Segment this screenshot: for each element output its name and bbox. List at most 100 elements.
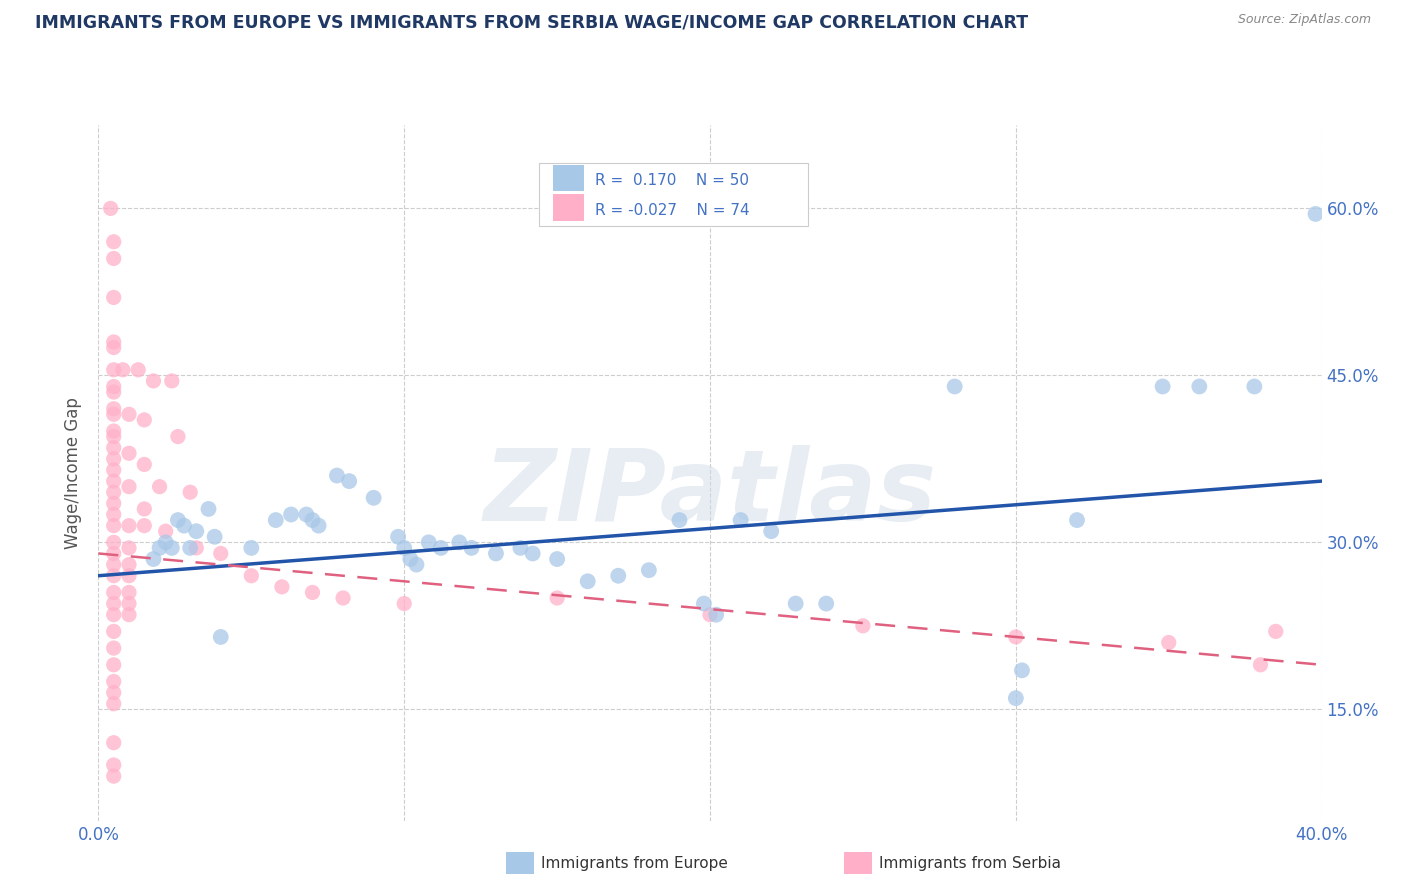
Point bbox=[103, 535, 125, 549]
Point bbox=[337, 474, 360, 488]
Point bbox=[103, 451, 125, 466]
Point bbox=[1011, 664, 1033, 678]
Text: Immigrants from Serbia: Immigrants from Serbia bbox=[879, 856, 1060, 871]
Point bbox=[103, 424, 125, 438]
Point bbox=[209, 630, 232, 644]
Point bbox=[155, 524, 177, 539]
Point bbox=[103, 474, 125, 488]
Point bbox=[209, 546, 232, 560]
Point bbox=[1188, 379, 1211, 393]
Text: R = -0.027    N = 74: R = -0.027 N = 74 bbox=[595, 202, 749, 218]
Point bbox=[103, 235, 125, 249]
Point bbox=[449, 535, 471, 549]
Point bbox=[103, 407, 125, 421]
Point bbox=[759, 524, 782, 539]
Point bbox=[1249, 657, 1271, 672]
Point bbox=[637, 563, 661, 577]
Point bbox=[785, 597, 807, 611]
Point bbox=[118, 480, 141, 494]
Point bbox=[326, 468, 349, 483]
Point bbox=[546, 552, 568, 566]
Point bbox=[943, 379, 966, 393]
Point bbox=[103, 685, 125, 699]
Point bbox=[103, 568, 125, 582]
Point bbox=[704, 607, 727, 622]
Point bbox=[103, 401, 125, 416]
Point bbox=[270, 580, 292, 594]
Point bbox=[118, 585, 141, 599]
Point bbox=[522, 546, 544, 560]
Point bbox=[103, 697, 125, 711]
Point bbox=[100, 202, 122, 216]
Point bbox=[363, 491, 385, 505]
Text: R =  0.170    N = 50: R = 0.170 N = 50 bbox=[595, 172, 749, 187]
Point bbox=[576, 574, 599, 589]
Point bbox=[160, 374, 183, 388]
Point bbox=[103, 341, 125, 355]
Point bbox=[103, 641, 125, 656]
Point bbox=[103, 463, 125, 477]
Point bbox=[405, 558, 427, 572]
Point bbox=[392, 597, 416, 611]
Point bbox=[103, 597, 125, 611]
Point bbox=[103, 429, 125, 443]
Point bbox=[430, 541, 453, 555]
Point bbox=[179, 541, 201, 555]
Text: Immigrants from Europe: Immigrants from Europe bbox=[541, 856, 728, 871]
Point bbox=[118, 518, 141, 533]
Point bbox=[460, 541, 482, 555]
Point bbox=[134, 413, 156, 427]
Point bbox=[186, 541, 208, 555]
Point bbox=[103, 379, 125, 393]
Point bbox=[103, 674, 125, 689]
Point bbox=[301, 513, 323, 527]
Point bbox=[295, 508, 318, 522]
Point bbox=[204, 530, 226, 544]
Point bbox=[546, 591, 568, 605]
Point bbox=[264, 513, 287, 527]
Point bbox=[332, 591, 354, 605]
Point bbox=[103, 607, 125, 622]
Point bbox=[1305, 207, 1327, 221]
Point bbox=[103, 385, 125, 400]
Point bbox=[1264, 624, 1286, 639]
Point bbox=[103, 290, 125, 304]
Point bbox=[1243, 379, 1265, 393]
Point bbox=[103, 736, 125, 750]
Point bbox=[103, 758, 125, 772]
Point bbox=[167, 513, 190, 527]
Point bbox=[308, 518, 330, 533]
Point bbox=[240, 541, 263, 555]
Point bbox=[1004, 691, 1026, 706]
Point bbox=[142, 552, 165, 566]
Point bbox=[1004, 630, 1026, 644]
Point bbox=[118, 541, 141, 555]
Point bbox=[103, 657, 125, 672]
Point bbox=[103, 334, 125, 349]
Point bbox=[418, 535, 440, 549]
Point bbox=[815, 597, 838, 611]
Text: IMMIGRANTS FROM EUROPE VS IMMIGRANTS FROM SERBIA WAGE/INCOME GAP CORRELATION CHA: IMMIGRANTS FROM EUROPE VS IMMIGRANTS FRO… bbox=[35, 13, 1028, 31]
Text: Source: ZipAtlas.com: Source: ZipAtlas.com bbox=[1237, 13, 1371, 27]
Point bbox=[186, 524, 208, 539]
Point bbox=[173, 518, 195, 533]
Point bbox=[1066, 513, 1088, 527]
Point bbox=[142, 374, 165, 388]
Point bbox=[240, 568, 263, 582]
Point bbox=[167, 429, 190, 443]
Point bbox=[134, 502, 156, 516]
Point bbox=[485, 546, 508, 560]
Point bbox=[134, 518, 156, 533]
Point bbox=[103, 496, 125, 510]
Point bbox=[730, 513, 752, 527]
Point bbox=[118, 597, 141, 611]
Point bbox=[392, 541, 416, 555]
Point bbox=[197, 502, 219, 516]
Point bbox=[179, 485, 201, 500]
Point bbox=[852, 619, 875, 633]
Text: ZIPatlas: ZIPatlas bbox=[484, 445, 936, 542]
Y-axis label: Wage/Income Gap: Wage/Income Gap bbox=[65, 397, 83, 549]
Point bbox=[149, 541, 172, 555]
Point bbox=[668, 513, 690, 527]
Point bbox=[118, 558, 141, 572]
